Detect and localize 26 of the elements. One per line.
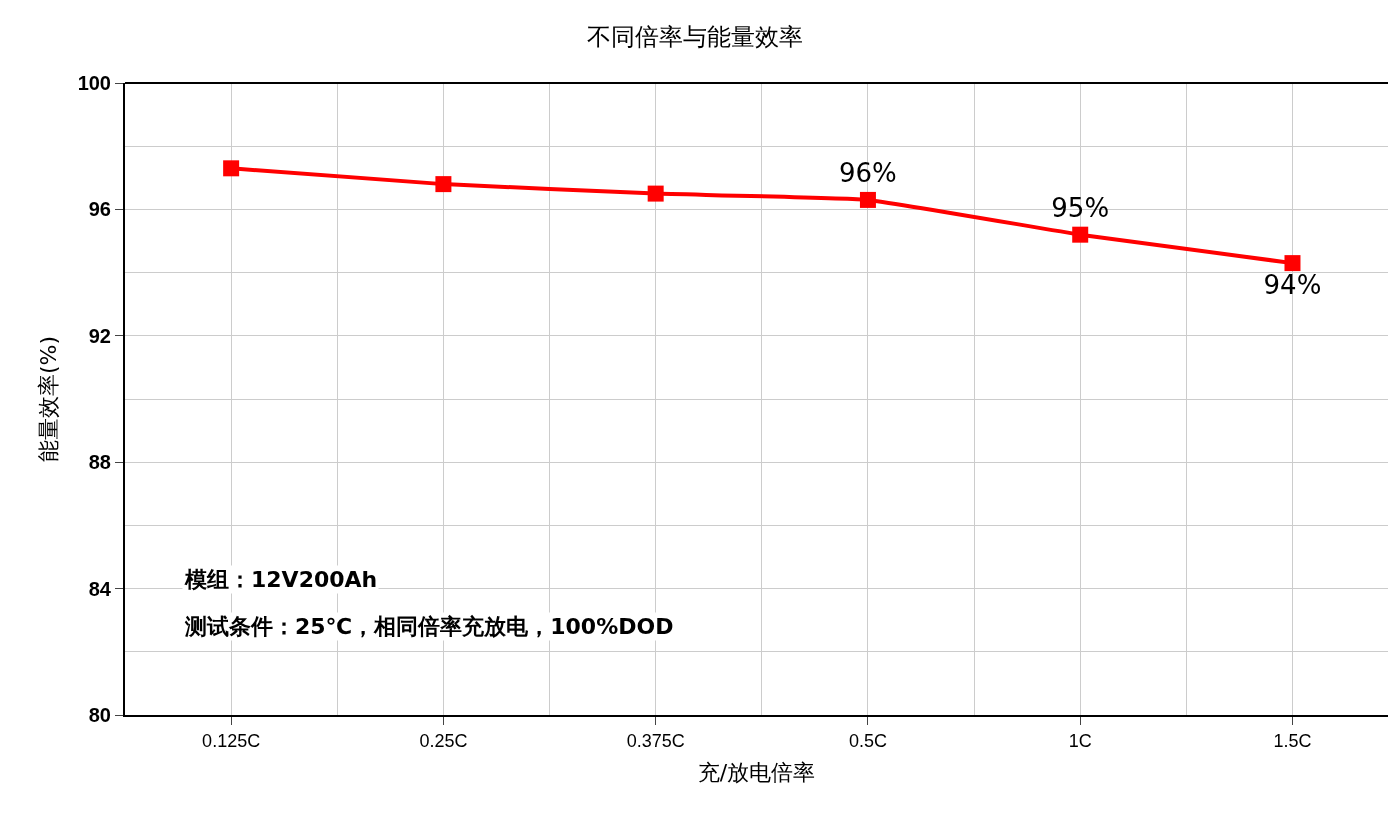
data-label: 95%	[1051, 193, 1110, 224]
y-tick-label: 92	[88, 324, 111, 347]
annotation: 模组：12V200Ah	[184, 567, 378, 592]
y-tick-label: 84	[88, 577, 112, 600]
y-tick-label: 80	[88, 704, 111, 726]
data-label: 96%	[839, 158, 897, 189]
x-axis-title: 充/放电倍率	[697, 760, 816, 785]
annotation: 测试条件：25℃，相同倍率充放电，100%DOD	[184, 614, 674, 639]
x-tick-label: 0.5C	[848, 730, 887, 751]
point	[223, 160, 240, 177]
point	[859, 191, 876, 208]
x-tick-label: 0.125C	[202, 730, 261, 751]
y-tick-label: 96	[88, 198, 111, 221]
y-axis-title: 能量效率(%)	[35, 335, 61, 463]
point	[435, 176, 452, 193]
x-tick-label: 1.5C	[1273, 730, 1312, 751]
y-tick-label: 88	[88, 451, 111, 474]
x-tick-label: 0.375C	[626, 730, 685, 751]
data-label: 94%	[1263, 269, 1322, 300]
point	[1284, 255, 1301, 272]
point	[1072, 226, 1089, 243]
x-tick-label: 0.25C	[419, 730, 468, 751]
point	[647, 185, 664, 202]
x-tick-label: 1C	[1068, 730, 1092, 751]
y-tick-label: 100	[77, 72, 111, 94]
chart-title: 不同倍率与能量效率	[587, 23, 803, 52]
